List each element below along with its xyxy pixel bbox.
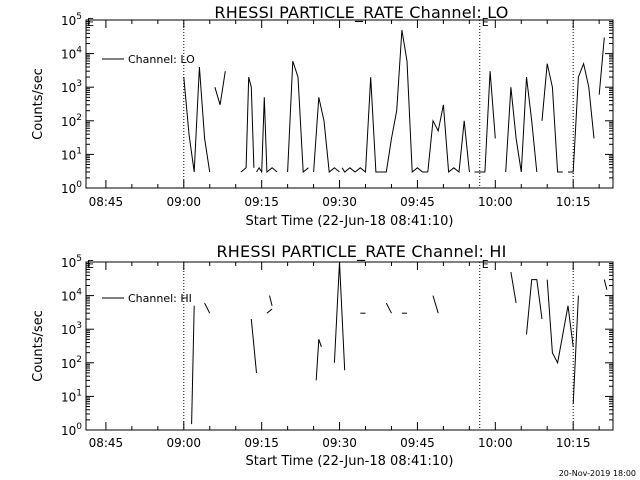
- panel1-y-tick-label: 104: [61, 46, 82, 62]
- panel2-y-tick-base: 10: [61, 323, 76, 337]
- panel2-y-tick-exponent: 1: [76, 388, 82, 398]
- panel1-x-axis-label: Start Time (22-Jun-18 08:41:10): [246, 214, 454, 229]
- panel2-x-tick-label: 09:45: [400, 436, 435, 450]
- panel1-x-tick-label: 09:45: [400, 195, 435, 209]
- panel2-data-line: [546, 279, 574, 365]
- panel2-data-line: [333, 261, 346, 371]
- panel2-x-tick-label: 09:00: [166, 436, 201, 450]
- panel2-data-line: [526, 279, 543, 335]
- panel2-y-tick-base: 10: [61, 290, 76, 304]
- panel1-data-line: [568, 61, 595, 173]
- panel1-y-tick-base: 10: [61, 182, 76, 196]
- panel2-data-line: [266, 308, 273, 314]
- panel2-y-tick-label: 100: [61, 422, 82, 438]
- panel2-y-tick-exponent: 4: [76, 288, 82, 298]
- panel1-y-tick-exponent: 0: [76, 180, 82, 190]
- panel1-data-line: [240, 76, 255, 173]
- panel2-x-tick-label: 10:00: [478, 436, 513, 450]
- panel2-plot-frame: [85, 261, 614, 431]
- panel2-x-tick-label: 08:45: [89, 436, 124, 450]
- panel1-marker-label: E: [482, 16, 489, 29]
- panel2-chart-title: RHESSI PARTICLE_RATE Channel: HI: [216, 242, 506, 262]
- panel1-x-tick-label: 10:15: [556, 195, 591, 209]
- panel1-x-tick-label: 09:00: [166, 195, 201, 209]
- panel2-y-tick-base: 10: [61, 357, 76, 371]
- panel2-data-line: [191, 305, 195, 425]
- panel1-y-tick-label: 105: [61, 12, 82, 28]
- panel1-x-tick-label: 10:00: [478, 195, 513, 209]
- panel2-data-line: [603, 279, 608, 290]
- panel2-y-tick-exponent: 3: [76, 321, 82, 331]
- panel1-data-line: [341, 77, 382, 174]
- panel2-y-axis-label: Counts/sec: [31, 310, 46, 382]
- panel1-y-tick-base: 10: [61, 148, 76, 162]
- panel2-data-line: [315, 339, 322, 381]
- panel1-y-tick-label: 100: [61, 180, 82, 196]
- panel2-y-tick-base: 10: [61, 424, 76, 438]
- panel1-data-line: [287, 60, 309, 174]
- panel2-x-tick-label: 09:30: [322, 436, 357, 450]
- panel2-y-tick-exponent: 0: [76, 422, 82, 432]
- panel2-x-tick-label: 09:15: [244, 436, 279, 450]
- panel1-y-tick-base: 10: [61, 115, 76, 129]
- panel1-data-line: [214, 71, 226, 105]
- panel2-data-line: [250, 319, 257, 373]
- panel2-marker-label: E: [482, 258, 489, 271]
- panel2-marker-label: E: [87, 258, 94, 271]
- panel1-marker-label: E: [87, 16, 94, 29]
- panel2-y-tick-exponent: 2: [76, 355, 82, 365]
- panel2-y-tick-base: 10: [61, 256, 76, 270]
- panel1-data-line: [313, 97, 340, 173]
- panel1-x-tick-label: 08:45: [89, 195, 124, 209]
- panel2-legend-label: Channel: HI: [128, 292, 192, 305]
- panel1-legend-label: Channel: LO: [128, 53, 195, 66]
- panel1-x-tick-label: 09:30: [322, 195, 357, 209]
- panel1-y-tick-exponent: 3: [76, 79, 82, 89]
- panel1-y-tick-base: 10: [61, 48, 76, 62]
- panel1-chart-title: RHESSI PARTICLE_RATE Channel: LO: [214, 3, 508, 23]
- panel1-data-line: [505, 77, 538, 173]
- panel2-y-tick-base: 10: [61, 390, 76, 404]
- panel2-y-tick-exponent: 5: [76, 254, 82, 264]
- panel2-y-tick-label: 105: [61, 254, 82, 270]
- panel1-y-tick-base: 10: [61, 14, 76, 28]
- panel1-data-line: [427, 104, 470, 173]
- panel2-data-line: [510, 272, 517, 304]
- panel2-data-line: [385, 302, 392, 314]
- panel1-plot-frame: [85, 19, 614, 189]
- footer-date: 20-Nov-2019 18:00: [559, 469, 636, 478]
- panel2-y-tick-label: 103: [61, 321, 82, 337]
- panel2-data-line: [269, 295, 273, 306]
- panel2-y-tick-label: 102: [61, 355, 82, 371]
- panel1-data-line: [381, 30, 428, 174]
- panel1-y-tick-exponent: 4: [76, 46, 82, 56]
- panel1-y-tick-label: 101: [61, 146, 82, 162]
- panel1-data-line: [541, 63, 563, 173]
- panel1-y-tick-exponent: 5: [76, 12, 82, 22]
- panel2-x-axis-label: Start Time (22-Jun-18 08:41:10): [246, 454, 454, 469]
- panel1-y-tick-label: 102: [61, 113, 82, 129]
- panel2-data-line: [572, 295, 579, 404]
- panel1-y-axis-label: Counts/sec: [31, 68, 46, 140]
- panel1-x-tick-label: 09:15: [244, 195, 279, 209]
- panel1-y-tick-base: 10: [61, 81, 76, 95]
- panel1-y-tick-exponent: 1: [76, 146, 82, 156]
- panel1-data-line: [598, 37, 605, 95]
- panel2-data-line: [204, 302, 211, 314]
- panel1-data-line: [183, 66, 211, 173]
- panel2-x-tick-label: 10:15: [556, 436, 591, 450]
- panel1-data-line: [474, 71, 496, 173]
- panel2-y-tick-label: 104: [61, 288, 82, 304]
- panel1-data-line: [256, 97, 278, 174]
- panel1-y-tick-label: 103: [61, 79, 82, 95]
- panel1-y-tick-exponent: 2: [76, 113, 82, 123]
- panel2-data-line: [432, 295, 439, 314]
- panel2-y-tick-label: 101: [61, 388, 82, 404]
